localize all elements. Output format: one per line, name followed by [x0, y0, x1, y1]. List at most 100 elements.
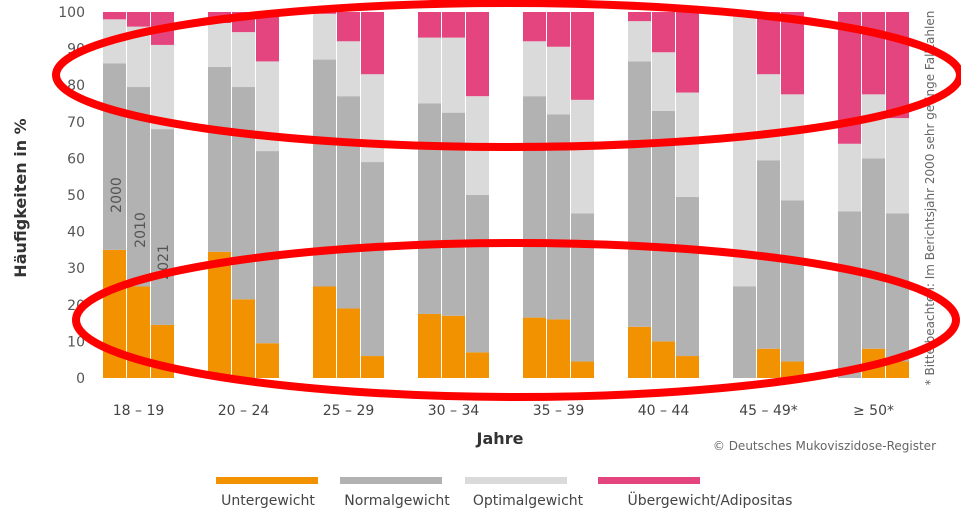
bar-group — [733, 12, 804, 378]
bar-segment — [547, 46, 570, 115]
bar-segment — [232, 299, 255, 378]
bar-segment — [733, 12, 756, 287]
bar-segment — [676, 196, 699, 357]
bar-segment — [208, 22, 231, 67]
bar-segment — [361, 74, 384, 163]
y-axis-title: Häufigkeiten in % — [11, 118, 30, 277]
highlight-ellipse-top — [52, 0, 961, 151]
bar-segment — [127, 26, 150, 88]
legend-swatch — [598, 477, 700, 484]
bar-segment — [652, 12, 675, 53]
bar-segment — [781, 200, 804, 362]
bar-year-label: 2000 — [109, 177, 125, 213]
bar-segment — [571, 12, 594, 100]
y-tick-label: 50 — [67, 188, 85, 204]
bar-segment — [838, 12, 861, 144]
bar-group — [418, 12, 489, 378]
bar-segment — [466, 12, 489, 97]
bar-segment — [337, 12, 360, 42]
bar-segment — [628, 61, 651, 327]
bar-segment — [442, 12, 465, 38]
legend-item: Übergewicht/Adipositas — [598, 477, 792, 509]
bar-segment — [886, 213, 909, 362]
bar-segment — [466, 352, 489, 378]
bar-segment — [886, 12, 909, 119]
bar-segment — [838, 143, 861, 212]
bar-segment — [361, 162, 384, 357]
bar-segment — [442, 37, 465, 113]
bar-segment — [103, 12, 126, 20]
bar-segment — [571, 99, 594, 214]
bar-segment — [103, 249, 126, 378]
copyright-text: © Deutsches Mukoviszidose-Register — [713, 439, 936, 453]
y-tick-label: 60 — [67, 151, 85, 167]
bar-segment — [571, 213, 594, 362]
footnote-text: * Bitte beachten: Im Berichtsjahr 2000 s… — [923, 11, 937, 386]
bar-segment — [547, 319, 570, 378]
bar-segment — [547, 12, 570, 47]
y-tick-label: 30 — [67, 261, 85, 277]
legend-label: Untergewicht — [221, 493, 315, 509]
bar-segment — [361, 356, 384, 378]
bar-segment — [256, 12, 279, 62]
bar-segment — [523, 12, 546, 42]
bar-segment — [838, 211, 861, 378]
y-tick-label: 70 — [67, 115, 85, 131]
bar-segment — [337, 96, 360, 309]
bar-segment — [127, 87, 150, 287]
bar-segment — [523, 317, 546, 378]
bar-segment — [232, 32, 255, 88]
legend-swatch — [465, 477, 567, 484]
bar-segment — [127, 12, 150, 27]
bar-segment — [256, 151, 279, 344]
y-tick-label: 40 — [67, 225, 85, 241]
x-tick-label: 35 – 39 — [533, 403, 585, 419]
bar-segment — [466, 195, 489, 353]
bar-segment — [628, 21, 651, 62]
bar-segment — [337, 41, 360, 97]
bar-segment — [361, 12, 384, 75]
bar-segment — [781, 94, 804, 201]
bar-segment — [628, 12, 651, 22]
bar-group — [628, 12, 699, 378]
legend-item: Optimalgewicht — [465, 477, 584, 509]
x-tick-label: 18 – 19 — [113, 403, 165, 419]
bar-segment — [781, 361, 804, 378]
y-tick-label: 10 — [67, 334, 85, 350]
bar-group — [523, 12, 594, 378]
bar-segment — [208, 66, 231, 252]
bar-group — [838, 12, 909, 378]
bar-segment — [337, 308, 360, 378]
bar-segment — [523, 41, 546, 97]
x-axis-title: Jahre — [476, 429, 524, 448]
bar-segment — [151, 129, 174, 325]
bar-segment — [862, 12, 885, 95]
x-tick-label: 30 – 34 — [428, 403, 480, 419]
legend-label: Übergewicht/Adipositas — [628, 491, 793, 509]
x-axis-ticks: 18 – 19 20 – 24 25 – 29 30 – 34 35 – 39 40 – … — [113, 403, 894, 419]
bar-segment — [652, 110, 675, 342]
legend-label: Normalgewicht — [344, 493, 450, 509]
y-tick-label: 0 — [76, 371, 85, 387]
bar-segment — [208, 251, 231, 378]
bar-segment — [313, 13, 336, 60]
x-tick-label: ≥ 50* — [853, 403, 894, 419]
y-tick-label: 100 — [58, 5, 85, 21]
highlight-ellipse-bottom — [72, 239, 960, 401]
bar-segment — [418, 12, 441, 38]
bar-segment — [733, 286, 756, 378]
bar-segment — [757, 348, 780, 378]
bar-segment — [442, 112, 465, 316]
bar-segment — [652, 52, 675, 111]
bar-segment — [418, 313, 441, 378]
bar-segment — [862, 158, 885, 349]
bar-segment — [652, 341, 675, 378]
bar-segment — [676, 356, 699, 378]
x-tick-label: 20 – 24 — [218, 403, 270, 419]
bar-segment — [757, 74, 780, 161]
bar-segment — [313, 59, 336, 287]
bar-segment — [757, 12, 780, 75]
bar-segment — [418, 37, 441, 104]
bar-group — [313, 12, 384, 378]
